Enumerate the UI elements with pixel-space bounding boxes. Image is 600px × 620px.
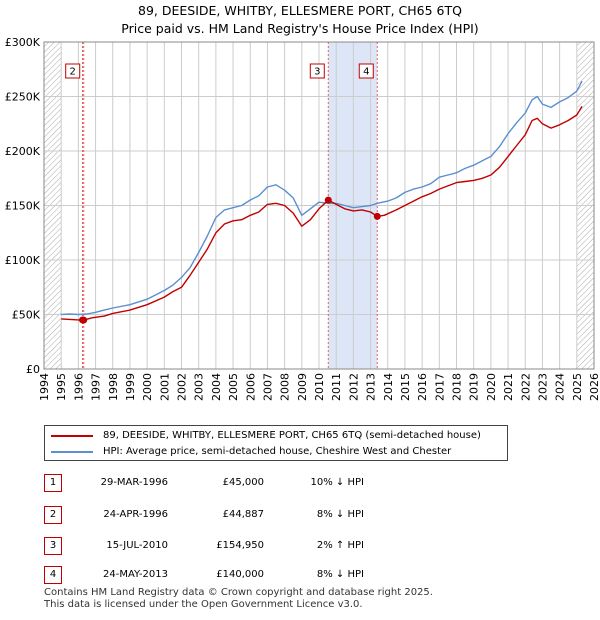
x-tick-label: 2017 bbox=[433, 373, 446, 401]
x-tick-label: 2019 bbox=[468, 373, 481, 401]
plot-frame bbox=[43, 41, 595, 370]
transaction-price: £140,000 bbox=[216, 569, 264, 580]
transaction-date: 15-JUL-2010 bbox=[106, 540, 168, 551]
transaction-date: 24-MAY-2013 bbox=[102, 569, 168, 580]
x-tick-label: 2021 bbox=[502, 373, 515, 401]
x-tick-label: 2018 bbox=[451, 373, 464, 401]
transaction-price: £154,950 bbox=[216, 540, 264, 551]
x-tick-label: 2005 bbox=[227, 373, 240, 401]
x-tick-label: 2015 bbox=[399, 373, 412, 401]
sale-2-label-box: 2 bbox=[65, 63, 81, 79]
x-tick-label: 2009 bbox=[296, 373, 309, 401]
x-tick-label: 2007 bbox=[261, 373, 274, 401]
footer-line-1: Contains HM Land Registry data © Crown c… bbox=[44, 587, 433, 598]
transaction-hpi: 2% ↑ HPI bbox=[316, 540, 364, 551]
title-line-2: Price paid vs. HM Land Registry's House … bbox=[121, 21, 479, 36]
x-tick-label: 2012 bbox=[347, 373, 360, 401]
y-tick-label: £150K bbox=[5, 200, 41, 213]
transaction-hpi: 8% ↓ HPI bbox=[316, 569, 364, 580]
x-tick-label: 2014 bbox=[382, 373, 395, 401]
legend-swatch-price bbox=[51, 435, 93, 437]
price-chart: 2 3 4 £0 £50K £100K £150K £200K £250K £300K 1994 1… bbox=[5, 36, 600, 401]
y-tick-label: £0 bbox=[26, 363, 40, 376]
sale-label-number: 3 bbox=[314, 67, 320, 78]
x-tick-label: 2011 bbox=[330, 373, 343, 401]
x-tick-label: 2010 bbox=[313, 373, 326, 401]
chart-title: 89, DEESIDE, WHITBY, ELLESMERE PORT, CH6… bbox=[0, 2, 600, 38]
x-tick-label: 2000 bbox=[141, 373, 154, 401]
transaction-number: 3 bbox=[44, 537, 62, 555]
sale-label-frame bbox=[358, 63, 374, 79]
x-tick-label: 1997 bbox=[90, 373, 103, 401]
sale-label-frame bbox=[65, 63, 81, 79]
transaction-price: £45,000 bbox=[222, 477, 264, 488]
x-tick-label: 2020 bbox=[485, 373, 498, 401]
y-tick-label: £200K bbox=[5, 145, 41, 158]
footer: Contains HM Land Registry data © Crown c… bbox=[44, 587, 433, 611]
x-tick-label: 2006 bbox=[244, 373, 257, 401]
price-paid-series-line bbox=[61, 105, 583, 321]
transaction-number: 1 bbox=[44, 474, 62, 492]
x-tick-label: 2016 bbox=[416, 373, 429, 401]
transaction-price: £44,887 bbox=[222, 509, 264, 520]
x-tick-label: 2004 bbox=[210, 373, 223, 401]
x-tick-label: 1994 bbox=[38, 373, 51, 401]
x-tick-label: 1998 bbox=[107, 373, 120, 401]
legend-swatch-hpi bbox=[51, 451, 93, 453]
x-tick-label: 1995 bbox=[55, 373, 68, 401]
legend-label-price: 89, DEESIDE, WHITBY, ELLESMERE PORT, CH6… bbox=[103, 430, 481, 441]
sale-4-point bbox=[373, 212, 381, 220]
y-tick-label: £250K bbox=[5, 91, 41, 104]
x-tick-label: 1999 bbox=[124, 373, 137, 401]
transaction-hpi: 8% ↓ HPI bbox=[316, 509, 364, 520]
y-tick-label: £300K bbox=[5, 36, 41, 49]
hpi-series-line bbox=[61, 80, 583, 316]
sale-label-number: 4 bbox=[363, 67, 369, 78]
x-tick-label: 2026 bbox=[588, 373, 600, 401]
transaction-hpi: 10% ↓ HPI bbox=[310, 477, 364, 488]
x-tick-label: 2003 bbox=[193, 373, 206, 401]
x-tick-label: 2024 bbox=[554, 373, 567, 401]
legend-label-hpi: HPI: Average price, semi-detached house,… bbox=[103, 446, 452, 457]
x-tick-label: 2022 bbox=[519, 373, 532, 401]
sale-4-label-box: 4 bbox=[358, 63, 374, 79]
x-tick-label: 2008 bbox=[279, 373, 292, 401]
legend: 89, DEESIDE, WHITBY, ELLESMERE PORT, CH6… bbox=[44, 425, 508, 461]
x-tick-label: 2013 bbox=[365, 373, 378, 401]
y-tick-label: £50K bbox=[12, 309, 41, 322]
x-tick-label: 2001 bbox=[158, 373, 171, 401]
x-tick-label: 1996 bbox=[72, 373, 85, 401]
sale-3-label-box: 3 bbox=[309, 63, 325, 79]
sale-2-point bbox=[80, 316, 88, 324]
footer-line-2: This data is licensed under the Open Gov… bbox=[44, 599, 363, 610]
x-tick-label: 2023 bbox=[536, 373, 549, 401]
transaction-number: 2 bbox=[44, 506, 62, 524]
transaction-number: 4 bbox=[44, 566, 62, 584]
y-tick-label: £100K bbox=[5, 254, 41, 267]
x-tick-label: 2002 bbox=[176, 373, 189, 401]
sale-label-number: 2 bbox=[70, 67, 76, 78]
transaction-date: 24-APR-1996 bbox=[103, 509, 168, 520]
transaction-date: 29-MAR-1996 bbox=[100, 477, 168, 488]
sale-label-frame bbox=[309, 63, 325, 79]
title-line-1: 89, DEESIDE, WHITBY, ELLESMERE PORT, CH6… bbox=[138, 3, 462, 18]
sale-3-point bbox=[324, 196, 332, 204]
x-tick-label: 2025 bbox=[571, 373, 584, 401]
